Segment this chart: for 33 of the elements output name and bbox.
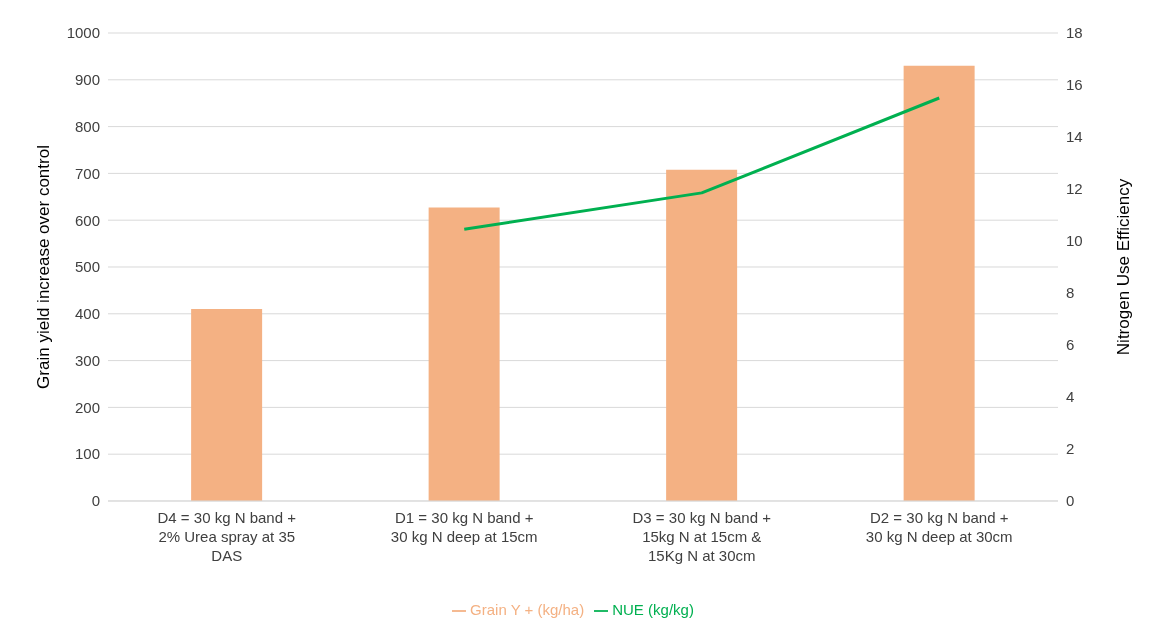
bar (428, 207, 500, 501)
y-tick-label: 100 (74, 445, 100, 463)
y2-tick-label: 0 (1066, 492, 1075, 510)
y2-tick-label: 14 (1066, 128, 1083, 146)
y-tick-label: 400 (74, 305, 100, 323)
legend-label: Grain Y + (kg/ha) (470, 600, 585, 618)
y-tick-label: 0 (91, 492, 100, 510)
x-tick-label: D3 = 30 kg N band + 15kg N at 15cm & 15Kg N at 30cm (632, 508, 772, 564)
y-tick-label: 1000 (66, 24, 100, 42)
y-tick-label: 700 (74, 164, 100, 182)
bar (666, 169, 738, 501)
y-tick-label: 200 (74, 398, 100, 416)
y-tick-label: 800 (74, 117, 100, 135)
x-tick-label: D2 = 30 kg N band + 30 kg N deep at 30cm (865, 508, 1013, 545)
legend-label: NUE (kg/kg) (612, 600, 694, 618)
bar (191, 309, 263, 501)
x-tick-label: D1 = 30 kg N band + 30 kg N deep at 15cm (390, 508, 538, 545)
bar (903, 65, 975, 501)
y2-tick-label: 10 (1066, 232, 1083, 250)
y2-tick-label: 8 (1066, 284, 1075, 302)
y2-tick-label: 12 (1066, 180, 1083, 198)
y2-tick-label: 4 (1066, 388, 1075, 406)
y2-tick-label: 2 (1066, 440, 1075, 458)
y-tick-label: 500 (74, 258, 100, 276)
y-axis-title: Grain yield increase over control (34, 145, 54, 389)
y-tick-label: 600 (74, 211, 100, 229)
y2-tick-label: 6 (1066, 336, 1075, 354)
y2-tick-label: 16 (1066, 76, 1083, 94)
x-tick-label: D4 = 30 kg N band + 2% Urea spray at 35 DAS (157, 508, 297, 564)
y2-tick-label: 18 (1066, 24, 1083, 42)
y2-axis-title: Nitrogen Use Efficiency (1114, 178, 1134, 356)
y-tick-label: 300 (74, 351, 100, 369)
y-tick-label: 900 (74, 71, 100, 89)
